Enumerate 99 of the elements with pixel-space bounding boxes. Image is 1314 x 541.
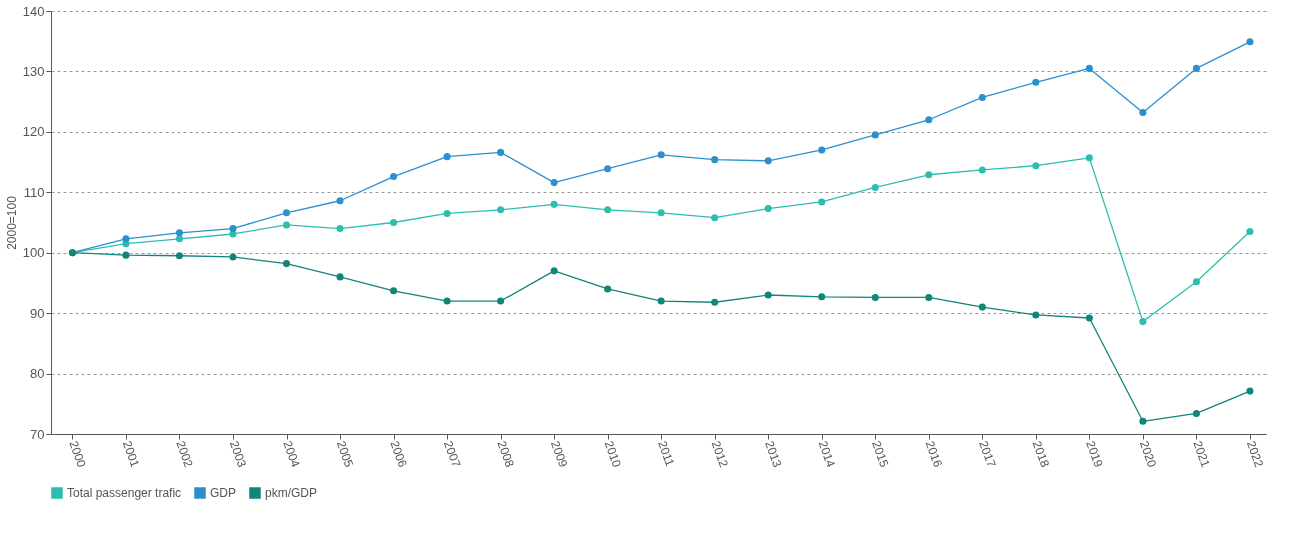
point bbox=[711, 156, 719, 164]
x-tick-label: 2001 bbox=[119, 439, 143, 470]
point bbox=[1032, 311, 1040, 319]
x-tick-label: 2020 bbox=[1136, 439, 1160, 470]
point bbox=[657, 209, 665, 217]
x-tick-label: 2018 bbox=[1029, 439, 1053, 470]
x-tick-label: 2009 bbox=[548, 439, 571, 470]
point bbox=[818, 198, 826, 206]
point bbox=[229, 225, 237, 233]
point bbox=[229, 253, 237, 261]
x-tick-label: 2007 bbox=[441, 439, 464, 470]
x-tick-label: 2013 bbox=[762, 439, 785, 470]
x-tick-label: 2003 bbox=[226, 439, 250, 470]
point bbox=[764, 205, 772, 213]
point bbox=[122, 235, 130, 243]
x-tick-label: 2011 bbox=[655, 439, 678, 469]
point bbox=[978, 303, 986, 311]
point bbox=[604, 206, 612, 214]
y-tick-label: 140 bbox=[22, 3, 45, 19]
point bbox=[604, 165, 612, 173]
point bbox=[1139, 417, 1147, 425]
point bbox=[550, 200, 558, 208]
x-tick-label: 2008 bbox=[494, 439, 517, 470]
point bbox=[282, 209, 291, 217]
x-tick-label: 2017 bbox=[976, 439, 999, 470]
x-tick-label: 2019 bbox=[1083, 439, 1106, 470]
point bbox=[1032, 162, 1040, 170]
point bbox=[282, 221, 291, 229]
point bbox=[925, 116, 933, 124]
point bbox=[1032, 78, 1040, 86]
point bbox=[764, 291, 772, 299]
x-tick-label: 2021 bbox=[1190, 439, 1213, 470]
point bbox=[1139, 108, 1147, 117]
point bbox=[1192, 64, 1200, 72]
point bbox=[657, 151, 665, 159]
y-tick-label: 110 bbox=[23, 184, 45, 200]
point bbox=[282, 260, 291, 268]
point bbox=[1192, 409, 1200, 417]
x-tick-label: 2000 bbox=[66, 439, 89, 470]
point bbox=[390, 287, 398, 295]
point bbox=[336, 197, 344, 205]
point bbox=[1246, 38, 1254, 46]
point bbox=[925, 293, 933, 301]
point bbox=[871, 183, 879, 191]
point bbox=[1085, 64, 1093, 72]
point bbox=[604, 285, 612, 293]
point bbox=[497, 206, 505, 214]
x-tick-label: 2015 bbox=[869, 439, 892, 470]
y-tick-label: 130 bbox=[22, 63, 45, 79]
point bbox=[711, 298, 719, 306]
y-tick-label: 70 bbox=[30, 426, 45, 442]
point bbox=[925, 171, 933, 179]
point bbox=[336, 225, 344, 233]
point bbox=[550, 179, 558, 187]
point bbox=[657, 297, 665, 305]
x-tick-label: 2010 bbox=[601, 439, 624, 470]
x-tick-label: 2014 bbox=[815, 439, 839, 470]
point bbox=[336, 273, 344, 281]
point bbox=[443, 297, 451, 305]
y-tick-label: 90 bbox=[30, 305, 45, 321]
y-axis-title: 2000=100 bbox=[4, 195, 19, 250]
point bbox=[1192, 278, 1200, 286]
legend-label: Total passenger trafic bbox=[67, 486, 182, 500]
point bbox=[497, 148, 505, 156]
point bbox=[122, 251, 130, 259]
point bbox=[871, 293, 879, 301]
legend-label: GDP bbox=[210, 486, 237, 500]
point bbox=[711, 214, 719, 222]
point bbox=[443, 209, 451, 217]
point bbox=[978, 166, 986, 174]
point bbox=[978, 93, 986, 101]
point bbox=[818, 293, 826, 301]
point bbox=[764, 157, 772, 165]
point bbox=[443, 153, 451, 161]
point bbox=[497, 297, 505, 305]
point bbox=[175, 252, 183, 260]
y-tick-label: 100 bbox=[22, 245, 45, 261]
x-tick-label: 2016 bbox=[922, 439, 946, 470]
point bbox=[550, 267, 558, 275]
x-tick-label: 2012 bbox=[708, 439, 732, 470]
point bbox=[390, 218, 398, 227]
point bbox=[818, 146, 826, 154]
x-tick-label: 2022 bbox=[1243, 439, 1267, 470]
point bbox=[1085, 154, 1093, 162]
point bbox=[871, 131, 879, 139]
legend-label: pkm/GDP bbox=[265, 486, 318, 500]
point bbox=[175, 235, 183, 243]
point bbox=[175, 229, 183, 237]
x-tick-label: 2004 bbox=[280, 439, 303, 470]
x-tick-label: 2005 bbox=[333, 439, 357, 470]
point bbox=[390, 173, 398, 181]
point bbox=[1085, 314, 1093, 322]
x-tick-label: 2006 bbox=[387, 439, 410, 470]
y-tick-label: 80 bbox=[30, 366, 45, 382]
point bbox=[1139, 318, 1147, 326]
point bbox=[1246, 228, 1254, 236]
x-tick-label: 2002 bbox=[173, 439, 196, 470]
y-tick-label: 120 bbox=[22, 124, 45, 140]
point bbox=[1246, 387, 1254, 395]
